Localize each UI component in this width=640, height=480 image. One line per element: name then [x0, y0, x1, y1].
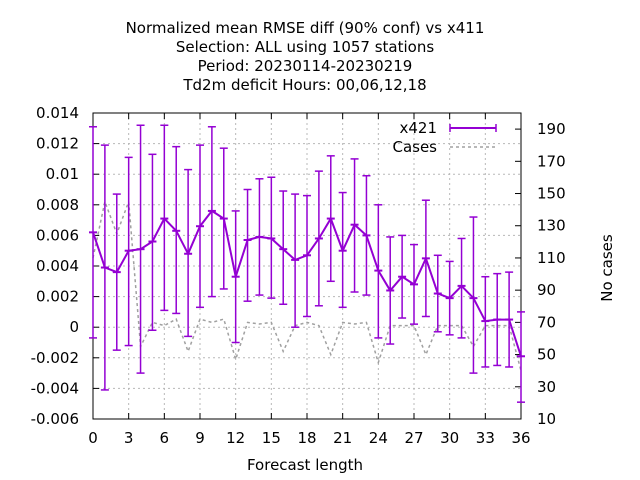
y-tick-label-3: 0 — [69, 318, 79, 336]
legend-label-cases: Cases — [392, 138, 437, 156]
series-cases — [92, 198, 522, 371]
y2-tick-label-70: 70 — [537, 313, 556, 331]
y2-tick-label-150: 150 — [537, 185, 566, 203]
y2-tick-label-30: 30 — [537, 378, 556, 396]
title-line-2: Period: 20230114-20230219 — [198, 57, 413, 75]
error-bar-13 — [243, 188, 252, 302]
x-tick-label-30: 30 — [440, 429, 459, 447]
x-tick-label-15: 15 — [262, 429, 281, 447]
x-tick-label-0: 0 — [88, 429, 98, 447]
x-axis: 0 3 6 9 12 15 18 21 24 27 30 33 36 — [88, 113, 531, 447]
x-tick-label-33: 33 — [476, 429, 495, 447]
title-line-3: Td2m deficit Hours: 00,06,12,18 — [182, 76, 426, 94]
x-tick-label-12: 12 — [226, 429, 245, 447]
legend: x421 Cases — [392, 119, 497, 156]
x-tick-label-3: 3 — [124, 429, 134, 447]
y-tick-label-10: 0.014 — [36, 104, 79, 122]
y-tick-label-2: -0.002 — [31, 349, 79, 367]
y-tick-label-0: -0.006 — [31, 410, 79, 428]
error-bar-32 — [469, 216, 478, 374]
y-tick-label-5: 0.004 — [36, 257, 79, 275]
y-tick-label-6: 0.006 — [36, 226, 79, 244]
cases-line — [92, 198, 522, 371]
x-tick-label-6: 6 — [160, 429, 170, 447]
y-axis-left: -0.006 -0.004 -0.002 0 0.002 0.004 0.006 0.008 0… — [31, 104, 99, 428]
y2-tick-label-50: 50 — [537, 346, 556, 364]
chart-title: Normalized mean RMSE diff (90% conf) vs … — [126, 19, 485, 94]
y-tick-label-7: 0.008 — [36, 196, 79, 214]
y-tick-label-4: 0.002 — [36, 288, 79, 306]
y2-tick-label-130: 130 — [537, 217, 566, 235]
x-tick-label-24: 24 — [369, 429, 388, 447]
legend-label-x421: x421 — [399, 119, 437, 137]
y2-tick-label-90: 90 — [537, 281, 556, 299]
x-tick-label-27: 27 — [404, 429, 423, 447]
y2-tick-label-190: 190 — [537, 120, 566, 138]
y-tick-label-1: -0.004 — [31, 379, 79, 397]
y2-tick-label-10: 10 — [537, 410, 556, 428]
series-x421 — [89, 124, 525, 403]
y-tick-label-9: 0.012 — [36, 135, 79, 153]
error-bar-31 — [457, 237, 466, 339]
title-line-1: Selection: ALL using 1057 stations — [176, 38, 435, 56]
y-axis-right: 10 30 50 70 90 110 130 150 170 190 — [515, 120, 566, 428]
y-tick-label-8: 0.01 — [46, 165, 79, 183]
x-tick-label-9: 9 — [195, 429, 205, 447]
title-line-0: Normalized mean RMSE diff (90% conf) vs … — [126, 19, 485, 37]
y2-tick-label-110: 110 — [537, 249, 566, 267]
x-axis-label: Forecast length — [247, 456, 363, 474]
x-tick-label-18: 18 — [297, 429, 316, 447]
y-axis-right-label: No cases — [598, 234, 616, 302]
y2-tick-label-170: 170 — [537, 152, 566, 170]
x-tick-label-36: 36 — [511, 429, 530, 447]
x-tick-label-21: 21 — [333, 429, 352, 447]
error-bar-16 — [279, 190, 288, 305]
